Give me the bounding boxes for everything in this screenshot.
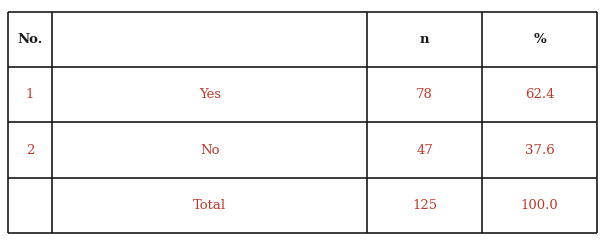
Text: 37.6: 37.6	[525, 144, 554, 157]
Text: Total: Total	[193, 199, 226, 212]
Text: 2: 2	[26, 144, 34, 157]
Text: 62.4: 62.4	[525, 88, 554, 101]
Text: %: %	[533, 33, 546, 46]
Text: Yes: Yes	[198, 88, 221, 101]
Text: 125: 125	[412, 199, 437, 212]
Text: No: No	[200, 144, 220, 157]
Text: 47: 47	[416, 144, 433, 157]
Text: n: n	[420, 33, 430, 46]
Text: No.: No.	[18, 33, 43, 46]
Text: 78: 78	[416, 88, 433, 101]
Text: 1: 1	[26, 88, 34, 101]
Text: 100.0: 100.0	[521, 199, 558, 212]
